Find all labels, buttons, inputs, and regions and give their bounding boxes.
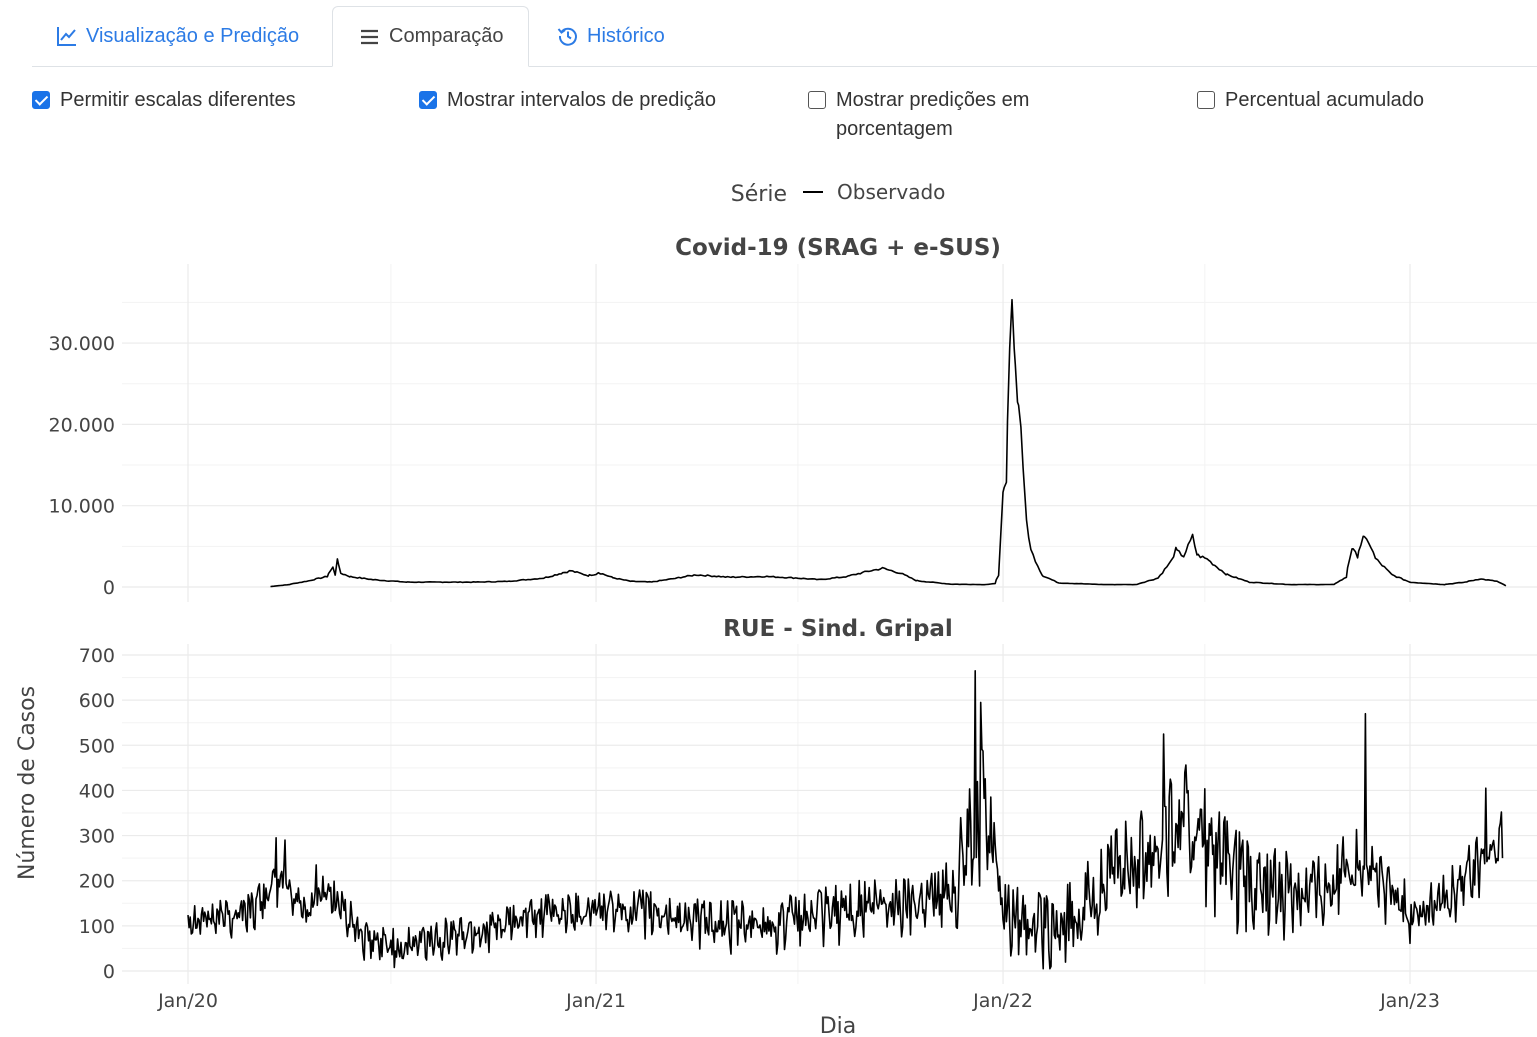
tab-label: Comparação: [389, 25, 504, 47]
panel-covid: 0 10.000 20.000 30.000 Covid-19 (SRAG + e-SU…: [49, 235, 1537, 602]
tab-comparacao[interactable]: Comparação: [332, 6, 529, 67]
x-tick-label: Jan/21: [565, 990, 626, 1012]
intervalos-checkbox[interactable]: [419, 91, 437, 109]
y-tick-label: 700: [79, 645, 115, 667]
x-tick-label: Jan/22: [972, 990, 1033, 1012]
tab-label: Visualização e Predição: [86, 24, 300, 47]
acumulado-checkbox[interactable]: [1197, 91, 1215, 109]
option-label-line2: porcentagem: [836, 118, 953, 140]
tab-visualizacao[interactable]: Visualização e Predição: [56, 6, 299, 66]
y-tick-label: 600: [79, 690, 115, 712]
escalas-checkbox[interactable]: [32, 91, 50, 109]
x-axis-label: Dia: [820, 1014, 857, 1037]
x-tick-label: Jan/23: [1379, 990, 1440, 1012]
x-axis: Jan/20 Jan/21 Jan/22 Jan/23: [157, 990, 1440, 1012]
tab-label: Histórico: [587, 24, 665, 47]
panel-title: RUE - Sind. Gripal: [723, 616, 953, 642]
chart-legend: Série Observado: [731, 180, 946, 207]
x-tick-label: Jan/20: [157, 990, 218, 1012]
series-line-observado: [270, 298, 1507, 588]
option-predicoes-porcentagem[interactable]: Mostrar predições em porcentagem: [808, 86, 1029, 144]
option-label: Mostrar intervalos de predição: [447, 89, 717, 111]
option-intervalos-predicao[interactable]: Mostrar intervalos de predição: [419, 86, 716, 115]
y-tick-label: 30.000: [49, 333, 115, 355]
y-tick-label: 20.000: [49, 414, 115, 436]
option-label: Permitir escalas diferentes: [60, 89, 296, 111]
y-tick-label: 100: [79, 916, 115, 938]
legend-title: Série: [731, 182, 787, 207]
y-axis-label: Número de Casos: [15, 686, 40, 880]
panel-title: Covid-19 (SRAG + e-SUS): [675, 235, 1001, 261]
y-tick-label: 0: [103, 577, 115, 599]
option-escalas-diferentes[interactable]: Permitir escalas diferentes: [32, 86, 296, 115]
history-icon: [557, 25, 579, 47]
option-label: Mostrar predições em porcentagem: [836, 86, 1029, 144]
y-tick-label: 500: [79, 735, 115, 757]
option-label: Percentual acumulado: [1225, 89, 1425, 111]
list-icon: [359, 26, 381, 48]
y-tick-label: 10.000: [49, 496, 115, 518]
series-line-observado: [187, 670, 1504, 970]
option-label-line1: Mostrar predições em: [836, 89, 1030, 111]
y-tick-label: 400: [79, 780, 115, 802]
tab-historico[interactable]: Histórico: [557, 6, 665, 66]
y-tick-label: 300: [79, 826, 115, 848]
y-tick-label: 0: [103, 961, 115, 983]
y-tick-label: 200: [79, 871, 115, 893]
comparison-chart: Série Observado 0 10.000 20.000 30.000 Covid…: [15, 180, 1537, 1037]
line-chart-icon: [56, 25, 78, 47]
panel-rue: 0 100 200 300 400 500 600 700 RUE - Sind. Gripal: [79, 616, 1537, 984]
legend-entry-observado: Observado: [837, 180, 945, 204]
porcentagem-checkbox[interactable]: [808, 91, 826, 109]
tab-bar: Visualização e Predição Comparação Histó…: [32, 6, 1537, 67]
option-percentual-acumulado[interactable]: Percentual acumulado: [1197, 86, 1424, 115]
